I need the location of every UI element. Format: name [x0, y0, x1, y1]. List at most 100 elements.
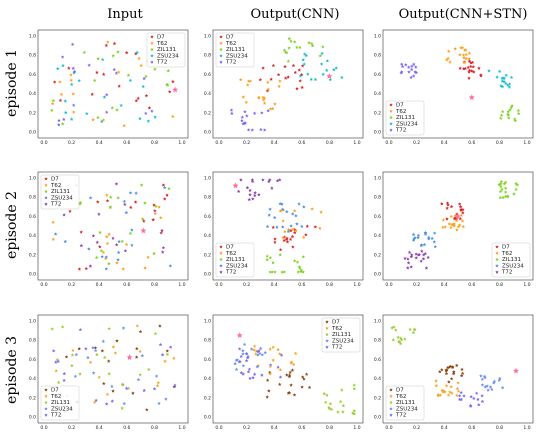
point-t62	[157, 205, 161, 209]
legend-box	[40, 174, 80, 210]
point-t62	[54, 369, 58, 373]
point-t62	[252, 348, 256, 352]
y-tick-label: 0.4	[374, 376, 381, 382]
point-t72	[104, 110, 109, 114]
point-zsu234	[306, 72, 310, 76]
point-t72	[407, 70, 411, 74]
point-zsu234	[432, 231, 437, 235]
point-zil131	[50, 108, 54, 112]
point-zil131	[503, 186, 508, 190]
point-zil131	[292, 40, 297, 44]
point-d7	[469, 64, 473, 68]
point-zil131	[265, 254, 269, 258]
point-zsu234	[301, 58, 305, 62]
point-d7	[459, 207, 463, 211]
point-zsu234	[91, 345, 95, 350]
axes-frame	[212, 29, 364, 139]
point-zil131	[278, 253, 282, 257]
point-t62	[454, 218, 459, 223]
point-d7	[287, 374, 292, 379]
point-zsu234	[110, 384, 114, 388]
point-t72	[229, 108, 234, 112]
point-zsu234	[289, 224, 293, 228]
point-t72	[275, 178, 280, 183]
point-d7	[304, 232, 308, 237]
point-t72	[104, 402, 109, 406]
y-tick-label: 0.6	[374, 214, 381, 220]
legend-marker-zil131	[325, 332, 329, 336]
point-d7	[479, 73, 483, 77]
y-tick-label: 0.0	[204, 130, 211, 136]
point-t62	[266, 87, 270, 91]
point-zil131	[295, 260, 300, 264]
point-zsu234	[234, 358, 239, 362]
point-zsu234	[267, 213, 271, 217]
point-t62	[460, 219, 465, 223]
point-zsu234	[100, 57, 105, 62]
scatter-panel-r1c2: 0.0 0.2 0.4 0.6 0.8 1.0 0.0 0.2 0.4 0.6 0.8 1.0 D7T6…	[204, 29, 364, 146]
point-zil131	[506, 112, 510, 116]
x-tick-label: 1.0	[178, 282, 185, 288]
point-t72	[239, 354, 243, 358]
point-zil131	[310, 44, 315, 48]
point-d7	[134, 98, 139, 103]
point-zil131	[152, 251, 156, 255]
point-d7	[261, 66, 265, 70]
point-zsu234	[504, 73, 509, 77]
point-d7	[469, 60, 473, 65]
point-d7	[136, 96, 140, 100]
point-zsu234	[280, 207, 285, 211]
point-d7	[152, 203, 156, 207]
point-d7	[273, 237, 277, 241]
point-t62	[449, 384, 453, 389]
legend-marker-d7	[150, 35, 154, 39]
point-zil131	[327, 405, 331, 410]
point-t72	[173, 383, 177, 387]
point-t72	[459, 390, 463, 395]
point-zsu234	[61, 63, 65, 68]
point-zsu234	[500, 385, 505, 390]
point-t62	[455, 227, 459, 232]
point-t72	[243, 120, 247, 125]
point-t62	[271, 345, 275, 349]
point-d7	[77, 346, 81, 351]
y-tick-label: 0.2	[204, 395, 211, 401]
point-t62	[262, 101, 267, 105]
x-tick-label: 0.8	[151, 425, 158, 431]
legend-label-zsu234: ZSU234	[502, 263, 524, 269]
point-t72	[424, 266, 429, 270]
x-tick-label: 0.2	[243, 282, 250, 288]
point-t62	[291, 362, 296, 366]
point-d7	[286, 391, 291, 395]
point-t72	[158, 342, 163, 347]
point-zil131	[265, 258, 269, 262]
query-star-marker	[236, 332, 243, 338]
point-zil131	[271, 260, 275, 265]
y-tick-label: 0.6	[374, 357, 381, 363]
point-zil131	[166, 68, 171, 73]
point-t62	[448, 60, 452, 64]
point-t72	[88, 264, 93, 268]
legend-label-t72: T72	[225, 270, 236, 276]
x-tick-label: 0.2	[68, 282, 75, 288]
point-t72	[230, 111, 234, 115]
point-zsu234	[53, 232, 58, 236]
point-t72	[56, 359, 61, 363]
point-d7	[299, 72, 304, 77]
point-t72	[262, 128, 267, 132]
legend-label-zil131: ZIL131	[396, 400, 415, 406]
point-zsu234	[416, 233, 421, 237]
x-tick-label: 0.2	[413, 425, 420, 431]
point-zsu234	[268, 207, 272, 211]
point-t62	[71, 92, 76, 96]
point-t72	[410, 64, 414, 68]
point-d7	[470, 69, 474, 73]
point-zil131	[167, 186, 171, 191]
point-t62	[97, 375, 101, 379]
point-d7	[104, 43, 109, 47]
point-t72	[57, 122, 61, 127]
x-tick-label: 0.8	[496, 282, 503, 288]
point-d7	[115, 339, 119, 343]
point-t72	[110, 399, 115, 403]
